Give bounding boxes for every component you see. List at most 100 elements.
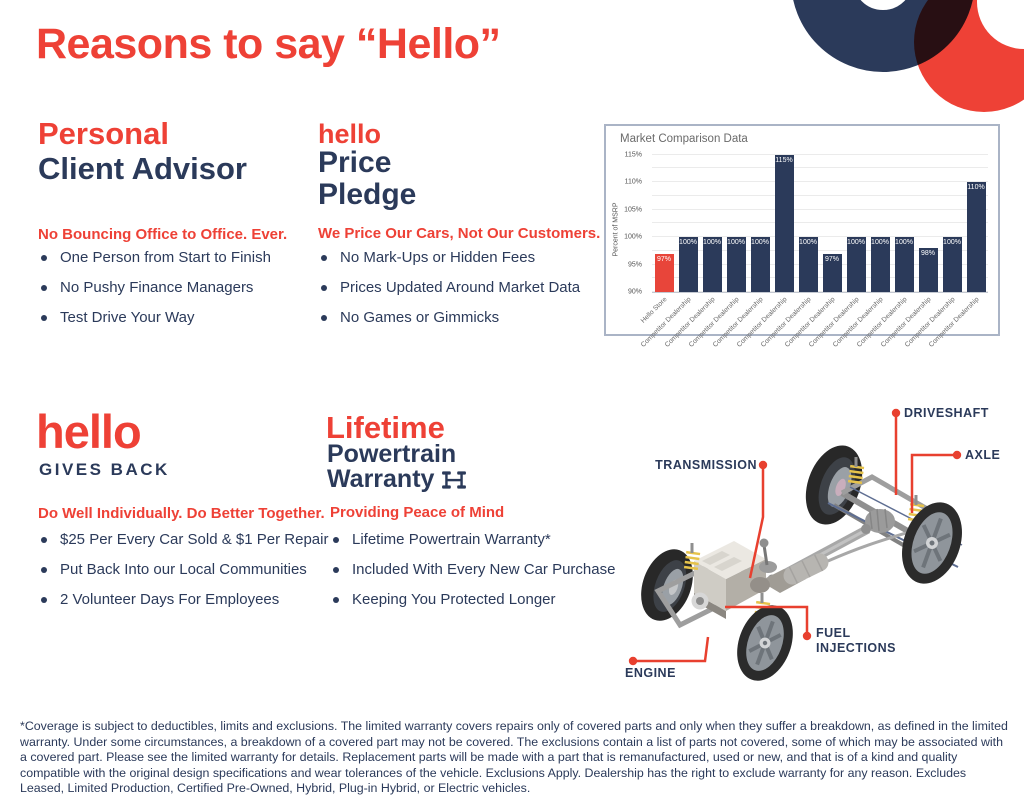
bar-slot: 100% Competitor Dealership	[832, 149, 892, 349]
bullet-item: One Person from Start to Finish	[38, 248, 271, 268]
advisor-heading-rest: Client Advisor	[38, 151, 247, 186]
chassis-diagram	[628, 408, 963, 681]
gives-back-heading: GIVES BACK	[39, 460, 170, 479]
bar-competitor: 100%	[942, 237, 962, 292]
bullet-item: Lifetime Powertrain Warranty*	[330, 530, 615, 550]
gridline	[652, 249, 988, 251]
gridline	[652, 167, 988, 169]
bullet-item: Put Back Into our Local Communities	[38, 560, 328, 580]
warranty-tagline: Providing Peace of Mind	[330, 504, 505, 521]
price-heading-line1: Price	[318, 146, 392, 179]
bar-slot: 97% Competitor Dealership	[784, 149, 844, 349]
label-transmission: TRANSMISSION	[655, 458, 757, 472]
bar-value-label: 100%	[703, 239, 721, 246]
coverage-footnote: *Coverage is subject to deductibles, lim…	[20, 719, 1008, 796]
bar-slot: 110% Competitor Dealership	[928, 149, 988, 349]
warranty-bullet-list: Lifetime Powertrain Warranty* Included Wi…	[330, 530, 615, 620]
bullet-item: No Pushy Finance Managers	[38, 278, 271, 298]
chart-bars: 97% Hello Store 100% Competitor Dealership 1…	[640, 149, 988, 349]
bar-value-label: 100%	[943, 239, 961, 246]
price-heading: Price Pledge	[318, 147, 416, 211]
bar-value-label: 110%	[967, 184, 985, 191]
bullet-item: No Games or Gimmicks	[318, 308, 580, 328]
page-title: Reasons to say “Hello”	[36, 20, 501, 68]
gives-back-tagline: Do Well Individually. Do Better Together…	[38, 505, 325, 522]
label-engine: ENGINE	[625, 666, 676, 680]
bar-slot: 100% Competitor Dealership	[856, 149, 916, 349]
spring	[683, 464, 925, 621]
gridline	[652, 181, 988, 182]
gridline	[652, 291, 988, 292]
bar-value-label: 100%	[679, 239, 697, 246]
bar-hello-store: 97%	[654, 253, 674, 292]
gridline	[652, 194, 988, 196]
gridline	[652, 277, 988, 279]
market-comparison-chart: Market Comparison Data Percent of MSRP 9…	[604, 124, 1000, 349]
label-fuel-injections: FUEL INJECTIONS	[816, 626, 897, 655]
gridline	[652, 263, 988, 265]
bar-slot: 100% Competitor Dealership	[904, 149, 964, 349]
callout-dots	[628, 408, 962, 666]
bar-value-label: 97%	[824, 255, 840, 263]
bar-competitor: 100%	[894, 237, 914, 292]
gives-back-bullet-list: $25 Per Every Car Sold & $1 Per Repair Pu…	[38, 530, 328, 620]
bar-competitor: 110%	[966, 182, 986, 292]
bar-slot: 97% Hello Store	[640, 149, 676, 325]
bullet-item: Prices Updated Around Market Data	[318, 278, 580, 298]
gridline	[652, 208, 988, 210]
bar-competitor: 100%	[726, 237, 746, 292]
y-tick-label: 110%	[624, 178, 642, 186]
chart-y-axis: 90% 95% 100% 105% 110% 115%	[606, 149, 646, 296]
callout-lines	[633, 413, 957, 663]
warranty-heading-accent: Lifetime	[326, 410, 445, 445]
wheel-rear-right	[902, 502, 962, 584]
bullet-item: $25 Per Every Car Sold & $1 Per Repair	[38, 530, 328, 550]
bullet-item: No Mark-Ups or Hidden Fees	[318, 248, 580, 268]
bar-competitor: 100%	[870, 237, 890, 292]
wheel-front-right	[737, 605, 793, 681]
bar-value-label: 100%	[727, 239, 745, 246]
y-tick-label: 95%	[627, 261, 642, 268]
bar-slot: 100% Competitor Dealership	[688, 149, 748, 349]
bar-slot: 98% Competitor Dealership	[880, 149, 940, 349]
y-tick-label: 105%	[624, 206, 642, 213]
label-axle: AXLE	[965, 448, 1001, 462]
price-heading-line2: Pledge	[318, 178, 417, 211]
bar-value-label: 100%	[799, 239, 817, 246]
warranty-heading-line3: Warranty	[327, 465, 468, 494]
advisor-tagline: No Bouncing Office to Office. Ever.	[38, 226, 288, 243]
gridline	[652, 153, 988, 155]
chassis-icon	[442, 470, 467, 489]
bar-competitor: 100%	[678, 237, 698, 292]
x-tick-label: Competitor Dealership	[928, 296, 981, 349]
bar-competitor: 100%	[750, 237, 770, 292]
bar-slot: 100% Competitor Dealership	[640, 149, 700, 349]
bullet-item: 2 Volunteer Days For Employees	[38, 590, 328, 610]
y-tick-label: 90%	[627, 288, 642, 296]
bar-value-label: 100%	[847, 239, 865, 246]
bar-slot: 115% Competitor Dealership	[736, 149, 796, 349]
warranty-heading-word: Warranty	[327, 465, 435, 493]
bar-competitor: 115%	[774, 154, 794, 292]
bar-competitor: 100%	[846, 237, 866, 292]
price-tagline: We Price Our Cars, Not Our Customers.	[318, 225, 601, 242]
advisor-bullet-list: One Person from Start to Finish No Pushy …	[38, 248, 271, 338]
warranty-heading-line2: Powertrain	[327, 440, 457, 468]
advisor-heading: Personal Client Advisor	[38, 116, 247, 186]
chart-title: Market Comparison Data	[620, 133, 748, 145]
bar-value-label: 100%	[895, 239, 913, 246]
bar-slot: 100% Competitor Dealership	[760, 149, 820, 349]
gridline	[652, 222, 988, 224]
y-tick-label: 115%	[624, 151, 642, 158]
price-bullet-list: No Mark-Ups or Hidden Fees Prices Updated…	[318, 248, 580, 338]
bar-value-label: 100%	[751, 239, 769, 246]
bar-value-label: 100%	[871, 239, 889, 246]
bar-competitor: 100%	[798, 237, 818, 292]
bar-competitor: 97%	[822, 253, 842, 292]
y-tick-label: 100%	[624, 233, 642, 241]
bar-competitor: 100%	[702, 237, 722, 292]
bar-value-label: 115%	[775, 156, 793, 164]
bar-slot: 100% Competitor Dealership	[808, 149, 868, 349]
bar-slot: 100% Competitor Dealership	[664, 149, 724, 349]
